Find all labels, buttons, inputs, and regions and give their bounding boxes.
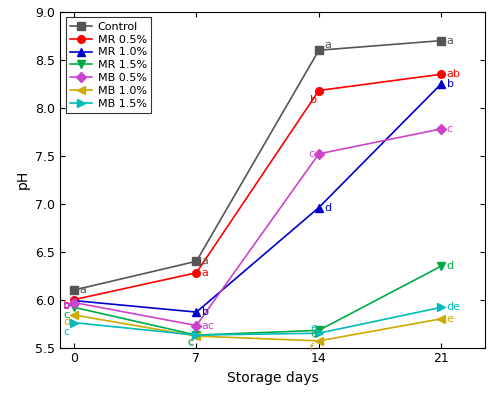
MB 0.5% [316,151,322,156]
MR 1.5% [438,264,444,269]
Line: MR 1.5%: MR 1.5% [70,262,445,339]
Control [71,288,77,292]
Text: a: a [202,268,208,278]
Text: f: f [310,342,314,353]
MR 1.0% [71,298,77,303]
Text: e: e [310,329,317,339]
Control [316,48,322,53]
MB 1.0% [438,316,444,321]
MB 1.0% [71,312,77,317]
Text: ab: ab [446,69,460,79]
Text: c: c [188,337,194,347]
MB 1.0% [316,339,322,343]
Text: ac: ac [202,320,214,331]
Text: b: b [202,307,208,317]
Text: b: b [64,300,70,310]
Text: a: a [446,36,454,46]
Line: MB 1.5%: MB 1.5% [70,303,445,339]
MR 0.5% [438,72,444,77]
Text: de: de [446,302,460,312]
Control [438,38,444,43]
MB 0.5% [438,126,444,131]
MR 1.5% [71,305,77,310]
MB 1.5% [438,305,444,310]
Text: c: c [64,310,70,320]
MR 1.5% [316,328,322,333]
Text: c: c [188,338,194,348]
MR 1.0% [194,310,200,314]
Text: b: b [310,95,317,105]
X-axis label: Storage days: Storage days [226,371,318,385]
Text: c: c [64,327,70,337]
MB 1.5% [316,331,322,336]
Y-axis label: pH: pH [16,170,30,189]
Text: d: d [64,317,70,327]
MB 0.5% [71,300,77,305]
Legend: Control, MR 0.5%, MR 1.0%, MR 1.5%, MB 0.5%, MB 1.0%, MB 1.5%: Control, MR 0.5%, MR 1.0%, MR 1.5%, MB 0… [66,17,152,113]
MR 1.0% [316,205,322,210]
Control [194,259,200,263]
MR 1.5% [194,333,200,337]
MB 1.5% [71,320,77,325]
Text: a: a [202,256,208,266]
Line: MB 0.5%: MB 0.5% [70,125,445,329]
Text: b: b [64,301,70,311]
Text: b: b [64,301,70,311]
Text: b: b [446,79,454,89]
Line: MB 1.0%: MB 1.0% [70,311,445,345]
Text: e: e [310,324,317,333]
Text: a: a [324,40,331,51]
Text: c: c [308,149,314,159]
MR 0.5% [71,297,77,302]
Line: MR 0.5%: MR 0.5% [70,70,445,303]
Text: c: c [188,337,194,347]
Text: d: d [324,203,331,213]
Text: c: c [446,124,452,134]
MR 0.5% [316,88,322,93]
MB 1.5% [194,333,200,337]
Text: a: a [79,285,86,295]
Line: Control: Control [70,37,445,294]
MR 0.5% [194,271,200,275]
MB 1.0% [194,334,200,339]
Text: d: d [446,261,454,271]
Text: e: e [446,314,454,324]
Line: MR 1.0%: MR 1.0% [70,80,445,316]
MR 1.0% [438,81,444,86]
MB 0.5% [194,323,200,328]
